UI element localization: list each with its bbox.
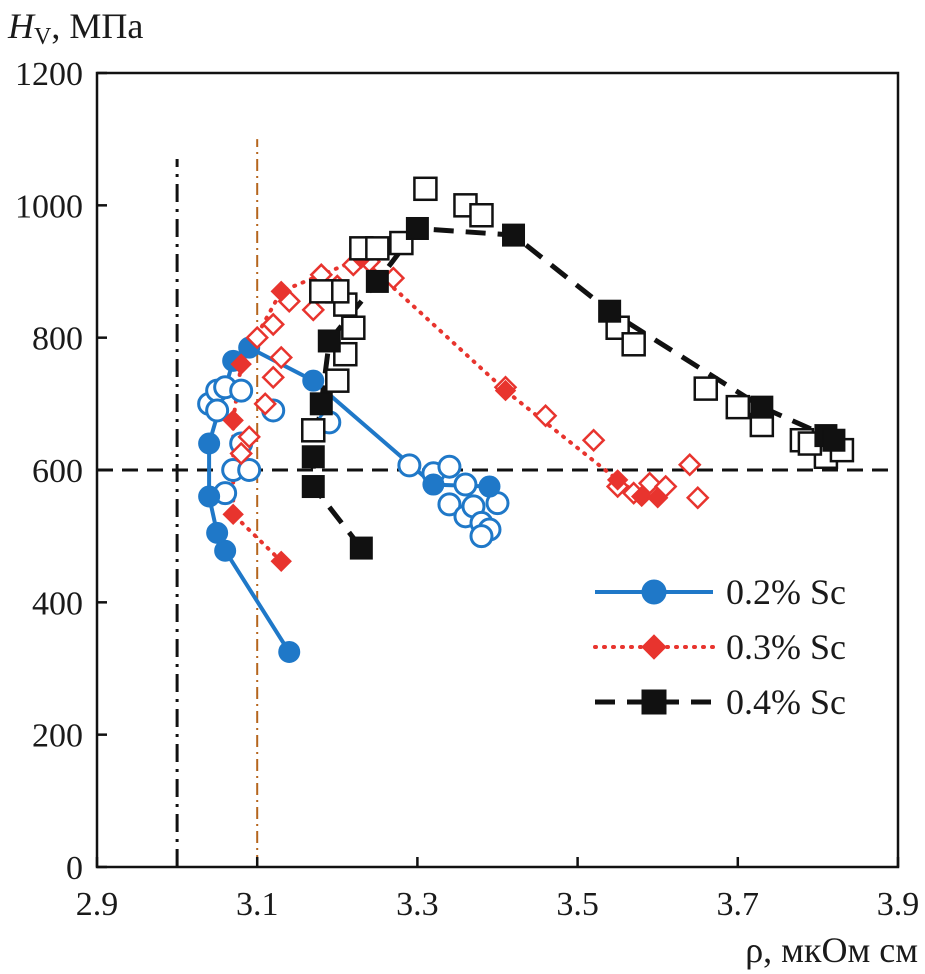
point-filled-1-9	[646, 487, 669, 509]
point-open-1-5	[261, 312, 285, 337]
y-tick-label-400: 400	[32, 585, 83, 622]
point-filled-0-9	[478, 475, 501, 498]
point-open-2-15	[693, 376, 719, 401]
point-open-0-13	[437, 454, 462, 479]
point-open-0-3	[229, 378, 254, 403]
legend: 0.2% Sc 0.3% Sc 0.4% Sc	[593, 572, 846, 722]
point-filled-2-9	[750, 395, 774, 419]
legend-label-0.2-sc: 0.2% Sc	[726, 572, 846, 612]
point-filled-0-4	[198, 432, 221, 455]
point-filled-0-7	[302, 369, 325, 392]
point-open-1-16	[581, 428, 606, 452]
x-tick-label-3.7: 3.7	[717, 886, 760, 923]
point-filled-2-11	[822, 428, 846, 452]
axis-tick-labels: 0 200 400 600 800 1000 1200 2.9 3.1 3.3 3.5 3.7 3.9	[15, 56, 919, 923]
point-filled-0-3	[198, 485, 221, 508]
point-filled-1-6	[494, 379, 517, 402]
point-filled-1-0	[270, 550, 292, 573]
point-open-1-15	[533, 403, 558, 428]
point-open-0-4	[205, 398, 230, 423]
point-filled-0-2	[206, 521, 229, 544]
legend-label-0.4-sc: 0.4% Sc	[726, 682, 846, 722]
point-open-0-21	[469, 524, 494, 549]
point-open-2-10	[413, 176, 438, 202]
legend-item-0.4-sc: 0.4% Sc	[595, 682, 846, 722]
point-open-2-14	[621, 332, 646, 357]
series-markers	[197, 176, 855, 663]
point-filled-1-8	[630, 485, 653, 508]
y-tick-label-800: 800	[32, 321, 83, 358]
point-open-2-12	[469, 203, 494, 228]
point-filled-2-0	[349, 536, 373, 560]
legend-item-0.2-sc: 0.2% Sc	[595, 572, 846, 612]
point-filled-2-7	[502, 223, 526, 247]
x-tick-label-2.9: 2.9	[76, 886, 119, 923]
point-open-1-19	[637, 471, 662, 496]
point-filled-1-2	[222, 409, 244, 432]
point-open-1-4	[245, 325, 269, 350]
point-open-0-14	[453, 472, 478, 497]
point-filled-1-4	[270, 280, 292, 303]
point-open-1-0	[229, 441, 253, 466]
point-filled-0-8	[422, 473, 445, 496]
y-tick-label-1000: 1000	[15, 188, 83, 225]
point-open-2-1	[325, 368, 350, 393]
point-filled-2-8	[598, 299, 622, 323]
point-open-0-15	[437, 492, 462, 517]
x-tick-label-3.3: 3.3	[396, 886, 439, 923]
point-filled-2-2	[301, 445, 325, 469]
y-tick-label-0: 0	[66, 850, 83, 887]
point-open-2-8	[365, 236, 390, 261]
point-open-2-3	[341, 315, 366, 340]
y-tick-label-1200: 1200	[15, 56, 83, 93]
point-filled-2-1	[301, 475, 325, 499]
legend-label-0.3-sc: 0.3% Sc	[726, 627, 846, 667]
point-open-1-22	[685, 486, 710, 510]
point-open-2-0	[301, 418, 326, 443]
point-open-1-8	[301, 298, 326, 322]
point-open-2-6	[309, 279, 334, 304]
point-filled-0-0	[278, 640, 301, 663]
point-filled-2-4	[317, 329, 341, 353]
x-tick-label-3.1: 3.1	[236, 886, 279, 923]
legend-marker-0.2-sc	[641, 579, 667, 605]
y-tick-label-200: 200	[32, 718, 83, 755]
point-filled-1-3	[230, 353, 252, 375]
point-open-1-1	[237, 425, 261, 449]
point-filled-1-1	[222, 503, 244, 526]
point-open-1-2	[253, 392, 277, 416]
point-open-1-3	[261, 365, 285, 390]
legend-marker-0.4-sc	[641, 689, 667, 715]
y-axis-unit: , МПа	[51, 6, 143, 46]
x-axis-title: ρ, мкОм см	[745, 930, 918, 970]
y-tick-label-600: 600	[32, 453, 83, 490]
x-tick-label-3.9: 3.9	[877, 886, 920, 923]
legend-marker-0.3-sc	[641, 634, 667, 660]
axis-ticks	[95, 71, 900, 869]
y-axis-symbol: H	[7, 6, 36, 46]
point-open-2-16	[725, 394, 751, 420]
point-open-1-21	[677, 452, 702, 477]
point-filled-1-7	[606, 469, 629, 491]
x-tick-label-3.5: 3.5	[556, 886, 599, 923]
y-axis-title: HV, МПа	[7, 6, 143, 50]
legend-item-0.3-sc: 0.3% Sc	[593, 627, 846, 667]
point-open-0-8	[237, 458, 262, 482]
point-open-0-11	[397, 453, 422, 478]
point-open-1-6	[269, 345, 293, 370]
point-filled-2-5	[365, 269, 389, 293]
point-filled-2-6	[405, 216, 429, 240]
point-filled-2-3	[309, 392, 333, 416]
y-axis-subscript: V	[34, 24, 52, 50]
